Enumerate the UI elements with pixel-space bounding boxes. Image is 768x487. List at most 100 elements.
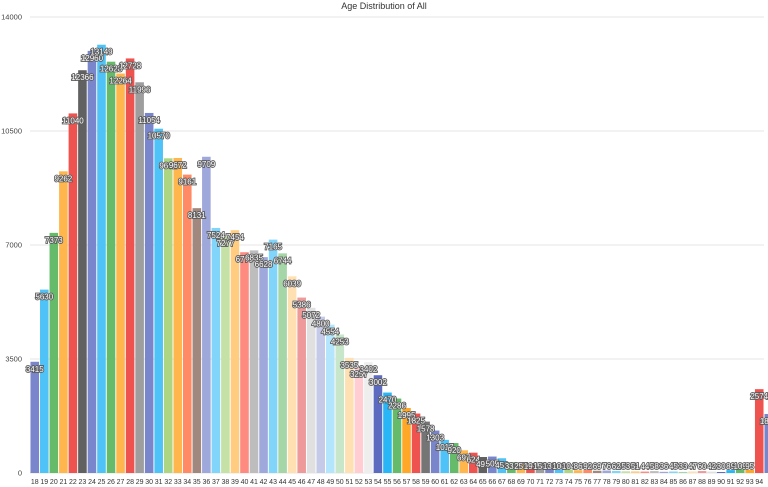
x-tick-label: 20 [50, 479, 58, 486]
x-tick-label: 77 [593, 479, 601, 486]
bar-age-28 [125, 58, 135, 474]
bar-age-93 [745, 469, 754, 473]
data-label: 47 [688, 462, 697, 471]
data-label: 100 [552, 462, 566, 471]
data-label: 62 [612, 462, 621, 471]
bar-age-47 [306, 307, 316, 473]
data-label: 86 [574, 462, 583, 471]
data-label: 6039 [283, 279, 301, 288]
x-tick-label: 59 [422, 479, 430, 486]
data-label: 2574 [750, 392, 768, 401]
data-label: 12960 [81, 54, 104, 63]
x-tick-label: 40 [241, 479, 249, 486]
x-tick-label: 93 [746, 479, 754, 486]
x-tick-label: 58 [412, 479, 420, 486]
data-label: 11996 [129, 85, 151, 94]
bar-age-25 [97, 44, 106, 473]
x-tick-label: 73 [555, 479, 563, 486]
x-tick-label: 22 [69, 479, 77, 486]
x-tick-label: 50 [336, 479, 344, 486]
bar-age-46 [297, 297, 306, 473]
x-tick-label: 47 [307, 479, 315, 486]
data-label: 3535 [340, 361, 358, 370]
bar-age-81 [631, 471, 640, 473]
x-tick-label: 35 [193, 479, 201, 486]
y-tick-label: 10500 [1, 127, 22, 136]
x-tick-label: 21 [59, 479, 67, 486]
bar-age-63 [459, 450, 469, 473]
x-tick-label: 71 [536, 479, 544, 486]
x-tick-label: 75 [574, 479, 582, 486]
bar-age-60 [430, 430, 440, 473]
bar-age-69 [516, 464, 526, 473]
data-label: 4800 [312, 320, 330, 329]
y-tick-label: 3500 [5, 355, 22, 364]
x-tick-label: 76 [584, 479, 592, 486]
data-label: 44 [640, 462, 649, 471]
data-label: 3402 [360, 365, 378, 374]
data-label: 7165 [264, 243, 282, 252]
bar-age-38 [221, 235, 230, 473]
data-label: 5630 [35, 293, 53, 302]
x-tick-label: 70 [527, 479, 535, 486]
bar-age-92 [735, 469, 745, 473]
x-tick-label: 46 [298, 479, 306, 486]
x-tick-label: 34 [183, 479, 191, 486]
data-label: 12728 [119, 61, 142, 70]
bar-age-22 [68, 113, 78, 473]
x-tick-label: 36 [202, 479, 210, 486]
x-tick-label: 63 [460, 479, 468, 486]
data-label: 69 [593, 462, 602, 471]
x-tick-label: 30 [145, 479, 153, 486]
data-label: 4253 [331, 337, 349, 346]
data-label: 13149 [90, 48, 113, 57]
data-label: 6744 [274, 256, 292, 265]
x-tick-label: 60 [431, 479, 439, 486]
data-label: 3415 [26, 365, 44, 374]
data-label: 58 [650, 462, 659, 471]
x-tick-label: 64 [469, 479, 477, 486]
x-tick-label: 39 [231, 479, 239, 486]
data-label: 6779 [236, 255, 254, 264]
chart-title: Age Distribution of All [341, 1, 427, 11]
bar-age-78 [602, 470, 612, 473]
bar-age-58 [411, 413, 421, 473]
data-label: 109 [733, 462, 747, 471]
x-tick-label: 51 [345, 479, 353, 486]
data-label: 104 [562, 462, 576, 471]
data-label: 60 [698, 462, 707, 471]
data-label: 6835 [245, 253, 263, 262]
data-label: 1303 [426, 434, 444, 443]
bar-age-18 [30, 361, 40, 473]
x-tick-label: 23 [79, 479, 87, 486]
bar-age-50 [335, 334, 345, 473]
x-tick-label: 79 [612, 479, 620, 486]
data-label: 1812 [760, 417, 768, 426]
data-label: 1825 [407, 417, 425, 426]
data-label: 45 [669, 462, 678, 471]
bar-age-77 [592, 470, 602, 473]
x-tick-label: 86 [679, 479, 687, 486]
x-tick-label: 29 [136, 479, 144, 486]
x-tick-label: 43 [269, 479, 277, 486]
data-label: 9662 [159, 161, 177, 170]
data-label: 6628 [255, 260, 273, 269]
bar-age-56 [392, 398, 402, 473]
bar-age-75 [573, 470, 583, 473]
data-label: 9161 [178, 178, 196, 187]
bar-age-64 [468, 452, 478, 473]
bar-age-44 [278, 253, 287, 473]
x-tick-label: 31 [155, 479, 163, 486]
data-label: 30 [717, 462, 726, 471]
bar-age-84 [659, 471, 669, 473]
data-label: 133 [543, 462, 557, 471]
x-axis-ticks: 18 19 20 21 22 23 24 25 26 27 28 29 30 31 32 33 34 35 36 37… [31, 479, 763, 486]
x-tick-label: 83 [650, 479, 658, 486]
data-label: 33 [679, 462, 688, 471]
bar-age-23 [78, 70, 87, 474]
x-tick-label: 38 [222, 479, 230, 486]
data-label: 2470 [379, 396, 397, 405]
x-tick-label: 55 [384, 479, 392, 486]
bar-age-90 [716, 472, 726, 473]
bar-age-40 [240, 252, 249, 473]
